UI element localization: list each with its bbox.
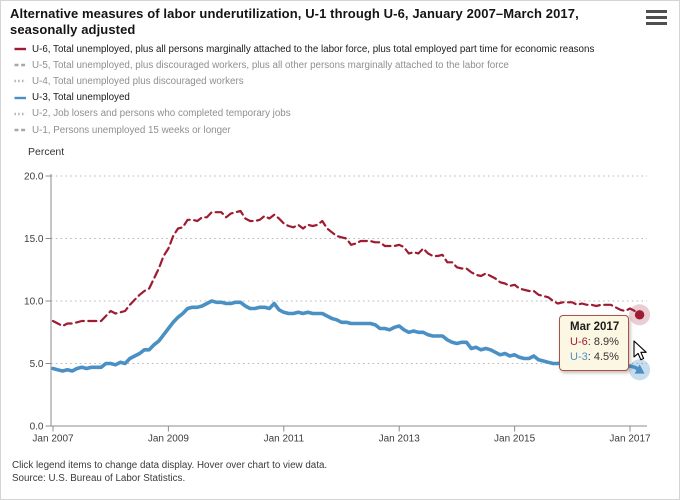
y-tick-label: 10.0 <box>24 297 44 308</box>
instruction-text: Click legend items to change data displa… <box>12 460 328 471</box>
x-tick-label: Jan 2017 <box>609 434 651 445</box>
x-tick-label: Jan 2011 <box>264 434 305 445</box>
series-line-u3 <box>51 299 642 373</box>
legend-item-u6[interactable]: U-6, Total unemployed, plus all persons … <box>14 41 594 57</box>
tooltip-series-value: : 8.9% <box>587 336 619 348</box>
series-line-u6 <box>51 209 641 328</box>
x-tick-label: Jan 2009 <box>148 434 190 445</box>
u3-end-marker-icon <box>634 364 645 374</box>
mouse-cursor-icon <box>633 340 650 368</box>
tooltip-row: U-3: 4.5% <box>570 350 619 365</box>
u6-end-marker-icon <box>634 310 645 320</box>
x-tick-label: Jan 2015 <box>494 434 536 445</box>
tooltip-series-label: U-6 <box>570 336 588 348</box>
u5-line-style-icon <box>14 64 26 67</box>
legend-item-u2[interactable]: U-2, Job losers and persons who complete… <box>14 106 594 122</box>
legend: U-6, Total unemployed, plus all persons … <box>14 41 594 138</box>
chart-footnotes: Click legend items to change data displa… <box>12 459 327 486</box>
menu-bar <box>646 21 667 25</box>
legend-item-u1[interactable]: U-1, Persons unemployed 15 weeks or long… <box>14 122 594 138</box>
hamburger-menu-icon[interactable] <box>646 10 668 27</box>
legend-item-label: U-3, Total unemployed <box>32 92 130 104</box>
source-text: Source: U.S. Bureau of Labor Statistics. <box>12 473 186 485</box>
y-tick-label: 20.0 <box>24 172 44 183</box>
menu-bar <box>646 10 667 14</box>
legend-item-label: U-6, Total unemployed, plus all persons … <box>32 43 595 55</box>
legend-item-label: U-5, Total unemployed, plus discouraged … <box>32 59 509 71</box>
u6-line-style-icon <box>14 47 26 51</box>
x-tick-label: Jan 2013 <box>379 434 421 445</box>
y-tick-label: 0.0 <box>30 422 44 433</box>
tooltip-date: Mar 2017 <box>570 321 620 333</box>
u1-line-style-icon <box>14 128 26 132</box>
legend-item-label: U-2, Job losers and persons who complete… <box>32 108 291 120</box>
u3-line-style-icon <box>14 96 26 99</box>
y-tick-label: 5.0 <box>30 359 44 370</box>
tooltip-rows: U-6: 8.9% U-3: 4.5% <box>570 335 619 364</box>
legend-item-label: U-1, Persons unemployed 15 weeks or long… <box>32 124 231 136</box>
legend-item-label: U-4, Total unemployed plus discouraged w… <box>32 75 244 87</box>
x-tick-label: Jan 2007 <box>32 434 74 445</box>
legend-item-u5[interactable]: U-5, Total unemployed, plus discouraged … <box>14 57 594 73</box>
legend-item-u3[interactable]: U-3, Total unemployed <box>14 90 594 106</box>
legend-item-u4[interactable]: U-4, Total unemployed plus discouraged w… <box>14 73 594 89</box>
tooltip-series-label: U-3 <box>570 350 588 363</box>
y-axis-title: Percent <box>28 146 65 158</box>
y-tick-label: 15.0 <box>24 234 44 245</box>
tooltip-series-value: : 4.5% <box>587 350 619 363</box>
chart-title: Alternative measures of labor underutili… <box>10 6 579 37</box>
data-tooltip: Mar 2017 U-6: 8.9% U-3: 4.5% <box>559 315 630 371</box>
menu-bar <box>646 15 667 19</box>
tooltip-row: U-6: 8.9% <box>570 335 619 350</box>
